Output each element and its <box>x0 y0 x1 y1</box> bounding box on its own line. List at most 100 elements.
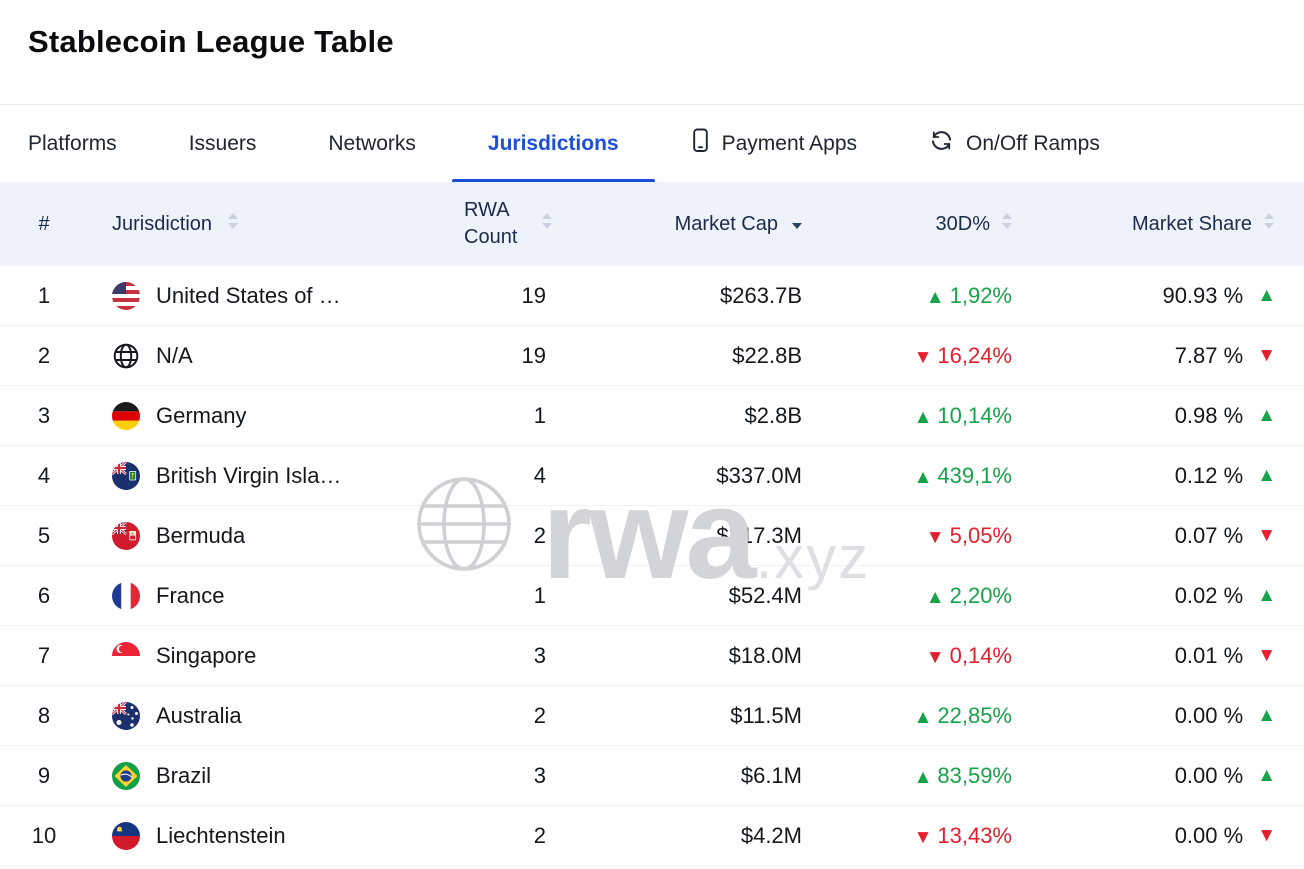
rank-cell: 1 <box>37 282 51 308</box>
market-share-cell: 0.02 % ▲ <box>1020 583 1304 609</box>
rank-cell: 7 <box>37 642 51 668</box>
change-value: 0,14% <box>949 642 1012 668</box>
rwa-count-cell: 1 <box>533 582 546 608</box>
tab-label: On/Off Ramps <box>966 131 1100 155</box>
change-arrow-icon: ▲ <box>913 406 933 428</box>
market-cap-cell: $6.1M <box>740 762 802 788</box>
market-share-cell: 0.00 % ▲ <box>1020 763 1304 789</box>
change-arrow-icon: ▲ <box>925 286 945 308</box>
share-arrow-icon: ▲ <box>1257 764 1276 786</box>
tab-onoff-ramps[interactable]: On/Off Ramps <box>893 105 1136 182</box>
flag-icon-au <box>112 701 140 730</box>
change-cell: ▲ 1,92% <box>810 283 1020 309</box>
table-row[interactable]: 2 N/A 19 $22.8B ▼ 16,24% 7.87 % ▼ <box>0 326 1304 386</box>
rwa-count-cell: 19 <box>521 342 546 368</box>
column-header-jurisdiction[interactable]: Jurisdiction <box>88 211 388 237</box>
tab-label: Issuers <box>188 131 257 155</box>
market-share-cell: 0.12 % ▲ <box>1020 463 1304 489</box>
change-arrow-icon: ▲ <box>925 586 945 608</box>
tab-payment-apps[interactable]: Payment Apps <box>655 105 893 182</box>
table-row[interactable]: 8 Australia 2 $11.5M ▲ 22,85% 0.00 % ▲ <box>0 686 1304 746</box>
column-header-market-share[interactable]: Market Share <box>1020 211 1304 237</box>
market-share-value: 0.00 % <box>1174 702 1244 728</box>
share-arrow-icon: ▲ <box>1257 704 1276 726</box>
jurisdiction-name: Brazil <box>156 762 212 788</box>
change-value: 439,1% <box>937 462 1012 488</box>
jurisdiction-name: N/A <box>156 342 193 368</box>
market-share-value: 0.00 % <box>1174 822 1244 848</box>
rank-cell: 10 <box>31 822 57 848</box>
change-value: 5,05% <box>949 522 1012 548</box>
market-share-cell: 0.07 % ▼ <box>1020 523 1304 549</box>
jurisdiction-name: United States of … <box>156 282 341 308</box>
jurisdiction-cell: Germany <box>88 401 388 430</box>
rwa-count-cell: 2 <box>533 522 546 548</box>
market-share-value: 7.87 % <box>1174 342 1244 368</box>
table-row[interactable]: 9 Brazil 3 $6.1M ▲ 83,59% 0.00 % ▲ <box>0 746 1304 806</box>
tab-jurisdictions[interactable]: Jurisdictions <box>451 105 655 182</box>
change-arrow-icon: ▼ <box>925 646 945 668</box>
jurisdiction-cell: Liechtenstein <box>88 821 388 850</box>
table-row[interactable]: 3 Germany 1 $2.8B ▲ 10,14% 0.98 % ▲ <box>0 386 1304 446</box>
jurisdiction-cell: Australia <box>88 701 388 730</box>
tab-label: Networks <box>328 131 416 155</box>
sort-icon <box>1000 211 1014 237</box>
market-share-cell: 0.00 % ▼ <box>1020 823 1304 849</box>
change-arrow-icon: ▼ <box>925 526 945 548</box>
refresh-icon <box>929 128 954 159</box>
change-arrow-icon: ▼ <box>913 346 933 368</box>
table-row[interactable]: 10 Liechtenstein 2 $4.2M ▼ 13,43% 0.00 % … <box>0 806 1304 866</box>
flag-icon-vg <box>112 461 140 490</box>
market-share-value: 0.98 % <box>1174 402 1244 428</box>
flag-icon-li <box>112 821 140 850</box>
change-cell: ▼ 16,24% <box>810 343 1020 369</box>
rwa-count-cell: 2 <box>533 822 546 848</box>
change-value: 22,85% <box>937 702 1012 728</box>
jurisdiction-name: France <box>156 582 225 608</box>
rank-cell: 2 <box>37 342 51 368</box>
table-body: 1 United States of … 19 $263.7B ▲ 1,92% 9… <box>0 266 1304 866</box>
market-share-value: 90.93 % <box>1162 282 1244 308</box>
change-value: 10,14% <box>937 402 1012 428</box>
jurisdiction-cell: France <box>88 581 388 610</box>
share-arrow-icon: ▼ <box>1257 524 1276 546</box>
table-row[interactable]: 7 Singapore 3 $18.0M ▼ 0,14% 0.01 % ▼ <box>0 626 1304 686</box>
market-share-value: 0.01 % <box>1174 642 1244 668</box>
change-value: 2,20% <box>949 582 1012 608</box>
change-cell: ▼ 5,05% <box>810 523 1020 549</box>
table-header: # Jurisdiction RWA Count Market Cap 30D%… <box>0 182 1304 266</box>
change-value: 1,92% <box>949 282 1012 308</box>
share-arrow-icon: ▲ <box>1257 584 1276 606</box>
market-cap-cell: $11.5M <box>730 702 802 728</box>
rank-cell: 8 <box>37 702 51 728</box>
jurisdiction-cell: Brazil <box>88 761 388 790</box>
jurisdiction-cell: Bermuda <box>88 521 388 550</box>
rwa-count-cell: 2 <box>533 702 546 728</box>
change-value: 16,24% <box>937 342 1012 368</box>
share-arrow-icon: ▲ <box>1257 404 1276 426</box>
sort-icon <box>226 211 240 237</box>
market-share-cell: 7.87 % ▼ <box>1020 343 1304 369</box>
jurisdiction-cell: British Virgin Isla… <box>88 461 388 490</box>
tab-issuers[interactable]: Issuers <box>153 105 293 182</box>
sort-icon <box>540 211 554 237</box>
tab-platforms[interactable]: Platforms <box>0 105 153 182</box>
change-arrow-icon: ▲ <box>913 706 933 728</box>
column-header-rwa-count[interactable]: RWA Count <box>388 197 560 251</box>
jurisdiction-name: British Virgin Isla… <box>156 462 342 488</box>
tab-bar: Platforms Issuers Networks Jurisdictions… <box>0 105 1304 182</box>
market-share-cell: 0.00 % ▲ <box>1020 703 1304 729</box>
table-row[interactable]: 5 Bermuda 2 $217.3M ▼ 5,05% 0.07 % ▼ <box>0 506 1304 566</box>
page-header: Stablecoin League Table <box>0 0 1304 105</box>
market-share-cell: 0.01 % ▼ <box>1020 643 1304 669</box>
tab-networks[interactable]: Networks <box>292 105 452 182</box>
column-header-30d[interactable]: 30D% <box>810 211 1020 237</box>
market-share-value: 0.02 % <box>1174 582 1244 608</box>
column-header-market-cap[interactable]: Market Cap <box>560 211 810 237</box>
table-row[interactable]: 6 France 1 $52.4M ▲ 2,20% 0.02 % ▲ <box>0 566 1304 626</box>
table-row[interactable]: 4 British Virgin Isla… 4 $337.0M ▲ 439,1%… <box>0 446 1304 506</box>
table-row[interactable]: 1 United States of … 19 $263.7B ▲ 1,92% 9… <box>0 266 1304 326</box>
market-share-value: 0.12 % <box>1174 462 1244 488</box>
rank-cell: 6 <box>37 582 51 608</box>
share-arrow-icon: ▲ <box>1257 464 1276 486</box>
